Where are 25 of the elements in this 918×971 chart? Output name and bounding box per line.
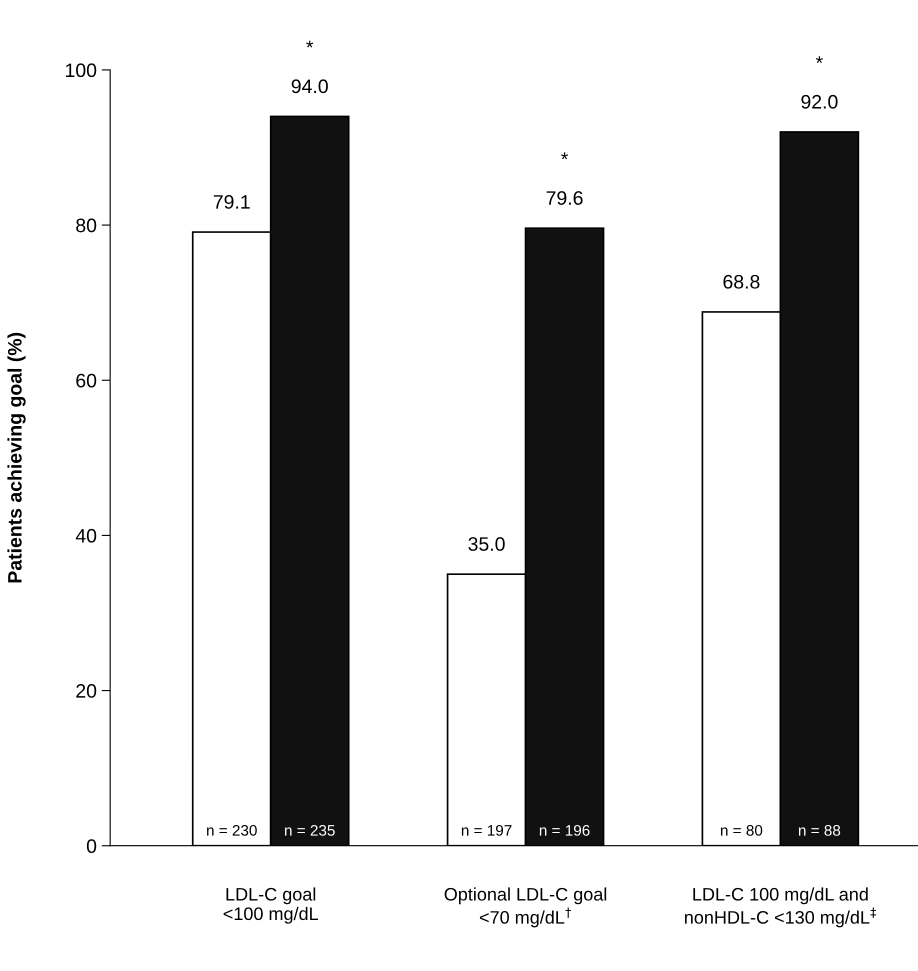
data-label: 35.0	[468, 537, 505, 551]
data-label: 79.6	[546, 191, 583, 205]
data-label: 79.1	[214, 195, 250, 209]
x-tick-label: LDL-C 100 mg/dL and nonHDL-C <130 mg/dL$^{‡}$	[684, 887, 876, 928]
x-tick-label: LDL-C goal <100 mg/dL	[224, 887, 318, 924]
text: *	[816, 56, 823, 64]
annotation: n = 230	[207, 824, 257, 836]
annotation: *	[561, 152, 568, 160]
data-label: 92.0	[801, 94, 838, 109]
y-tick-label: 60	[76, 374, 96, 388]
y-tick-label: 20	[76, 684, 96, 698]
y-tick-label: 40	[76, 528, 96, 543]
x-tick-label: Optional LDL-C goal <70 mg/dL$^{†}$	[444, 887, 606, 928]
annotation: n = 197	[462, 824, 512, 836]
y-tick-label: 100	[66, 63, 96, 78]
y-axis-title: Patients achieving goal (%)	[7, 332, 26, 582]
data-label: 94.0	[292, 79, 328, 94]
y-tick-label: 80	[76, 218, 96, 232]
data-label: 68.8	[723, 274, 760, 289]
text: *	[306, 40, 314, 48]
annotation: n = 235	[285, 824, 335, 836]
annotation: n = 88	[798, 824, 840, 836]
annotation: n = 196	[540, 824, 590, 836]
annotation: n = 80	[720, 824, 762, 836]
y-tick-label: 0	[86, 839, 96, 853]
